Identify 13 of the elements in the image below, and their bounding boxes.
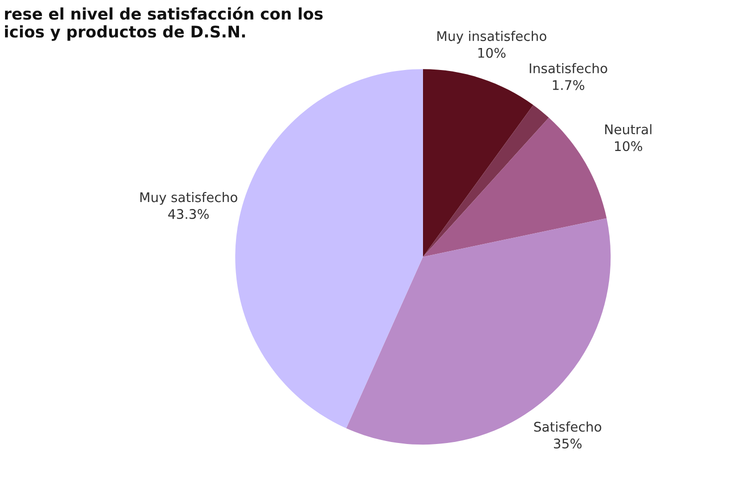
data-label: 10% [478, 48, 506, 58]
slice-label: Insatisfecho [530, 63, 608, 74]
chart-title: rese el nivel de satisfacción con los icios y productos de D.S.N. [5, 6, 323, 41]
slice-label: Neutral [605, 124, 652, 134]
slice-label: Muy satisfecho [140, 192, 238, 205]
pie-slice [422, 118, 607, 257]
data-label: 43.3% [168, 209, 209, 220]
data-label: 1.7% [552, 80, 584, 90]
slice-label: Satisfecho [534, 422, 602, 432]
data-label: 35% [554, 438, 582, 449]
slice-label: Muy insatisfecho [437, 30, 546, 44]
data-label: 10% [615, 141, 642, 152]
pie-slice [422, 105, 549, 257]
